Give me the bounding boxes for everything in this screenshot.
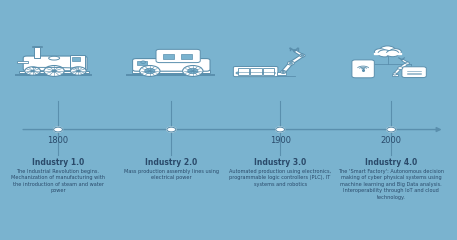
Text: The Industrial Revolution begins.
Mechanization of manufacturing with
the introd: The Industrial Revolution begins. Mechan… (11, 169, 105, 193)
FancyBboxPatch shape (156, 49, 200, 63)
Text: Industry 1.0: Industry 1.0 (32, 158, 84, 167)
Circle shape (271, 72, 275, 74)
Bar (132, 70, 210, 73)
Circle shape (44, 66, 64, 76)
Ellipse shape (48, 56, 59, 60)
Bar (32, 46, 42, 48)
Text: Industry 3.0: Industry 3.0 (254, 158, 306, 167)
Circle shape (276, 127, 285, 132)
Circle shape (25, 67, 41, 75)
Circle shape (378, 50, 391, 57)
Circle shape (236, 72, 240, 74)
Text: 1900: 1900 (270, 136, 291, 145)
Circle shape (267, 72, 271, 74)
Bar (137, 61, 147, 65)
Circle shape (379, 46, 395, 54)
Circle shape (255, 72, 260, 74)
Circle shape (387, 50, 399, 57)
Circle shape (398, 67, 403, 69)
Bar (70, 55, 85, 69)
Circle shape (393, 73, 397, 75)
Circle shape (289, 62, 292, 64)
Bar (181, 54, 192, 59)
Circle shape (282, 71, 285, 73)
Circle shape (145, 68, 155, 74)
Text: Industry 2.0: Industry 2.0 (145, 158, 197, 167)
Text: The 'Smart Factory': Autonomous decision
making of cyber physical systems using
: The 'Smart Factory': Autonomous decision… (338, 169, 444, 199)
Text: 1800: 1800 (48, 136, 69, 145)
Text: Automated production using electronics,
programmable logic controllers (PLC), IT: Automated production using electronics, … (229, 169, 331, 187)
Circle shape (374, 49, 386, 55)
Bar (250, 68, 261, 75)
Bar (17, 61, 28, 63)
Circle shape (240, 72, 244, 74)
Bar (72, 57, 80, 61)
Bar (164, 54, 175, 59)
Circle shape (405, 62, 409, 64)
Circle shape (183, 66, 203, 76)
Text: Mass production assembly lines using
electrical power: Mass production assembly lines using ele… (124, 169, 219, 180)
Circle shape (287, 61, 294, 65)
Circle shape (52, 70, 56, 72)
FancyBboxPatch shape (352, 60, 374, 78)
Circle shape (141, 61, 145, 63)
Bar (392, 74, 398, 76)
Text: 2000: 2000 (381, 136, 402, 145)
Circle shape (53, 127, 63, 132)
Bar (263, 68, 274, 75)
Circle shape (260, 72, 263, 74)
Bar (277, 72, 286, 75)
Circle shape (140, 66, 160, 76)
Circle shape (301, 55, 303, 56)
Circle shape (244, 72, 248, 74)
Bar (34, 47, 40, 58)
Circle shape (252, 72, 255, 74)
FancyBboxPatch shape (234, 66, 278, 77)
Circle shape (248, 72, 252, 74)
Bar (19, 71, 89, 73)
Circle shape (387, 127, 396, 132)
Circle shape (70, 67, 86, 75)
Circle shape (300, 54, 305, 57)
Circle shape (281, 71, 286, 73)
FancyBboxPatch shape (402, 67, 426, 78)
Circle shape (31, 70, 34, 72)
Circle shape (390, 49, 401, 55)
FancyBboxPatch shape (133, 59, 210, 71)
Circle shape (188, 68, 198, 74)
Circle shape (167, 127, 176, 132)
Circle shape (264, 72, 267, 74)
Circle shape (77, 70, 80, 72)
FancyBboxPatch shape (23, 56, 87, 71)
Bar (238, 68, 249, 75)
Text: Industry 4.0: Industry 4.0 (365, 158, 417, 167)
